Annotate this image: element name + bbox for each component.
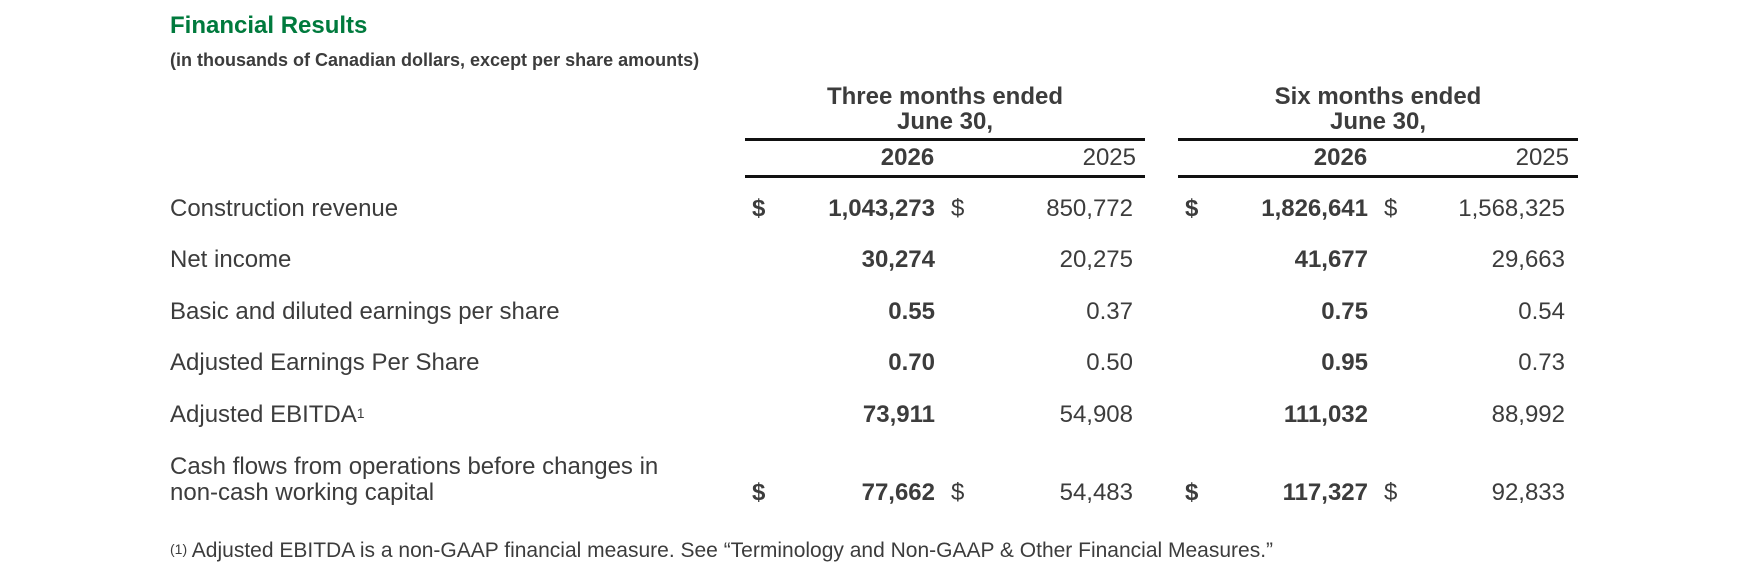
six-months-current-value: 111,032 <box>1283 401 1368 428</box>
three-months-prior-value: 20,275 <box>1059 246 1133 273</box>
footnote-marker: (1) <box>170 541 188 557</box>
six-months-bottom-rule <box>1178 175 1578 178</box>
currency-symbol: $ <box>1185 479 1199 506</box>
row-label-text: Adjusted EBITDA <box>170 401 357 428</box>
six-months-current-year: 2026 <box>1313 144 1368 171</box>
three-months-prior-value: 54,908 <box>1059 401 1133 428</box>
row-label-line2: non-cash working capital <box>170 479 435 506</box>
currency-symbol: $ <box>752 195 766 222</box>
row-label: Adjusted Earnings Per Share <box>170 349 480 376</box>
six-months-header-line2: June 30, <box>1329 108 1427 135</box>
currency-symbol: $ <box>951 479 965 506</box>
row-label-line1: Cash flows from operations before change… <box>170 453 659 480</box>
six-months-prior-value: 88,992 <box>1491 401 1565 428</box>
three-months-prior-value: 850,772 <box>1046 195 1133 222</box>
units-note: (in thousands of Canadian dollars, excep… <box>170 50 700 70</box>
currency-symbol: $ <box>1384 479 1398 506</box>
footnote-text: Adjusted EBITDA is a non-GAAP financial … <box>187 539 1274 562</box>
three-months-prior-value: 54,483 <box>1059 479 1133 506</box>
row-label: Adjusted EBITDA1 <box>170 402 365 428</box>
footnote: (1) Adjusted EBITDA is a non-GAAP financ… <box>170 539 1273 563</box>
currency-symbol: $ <box>951 195 965 222</box>
six-months-current-value: 0.75 <box>1321 298 1368 325</box>
three-months-prior-year: 2025 <box>1082 144 1136 171</box>
page-title: Financial Results <box>170 12 368 39</box>
three-months-current-value: 0.70 <box>888 349 935 376</box>
three-months-current-value: 77,662 <box>861 479 935 506</box>
six-months-current-value: 1,826,641 <box>1261 195 1368 222</box>
three-months-header: Three months ended June 30, <box>745 84 1145 134</box>
three-months-current-year: 2026 <box>880 144 935 171</box>
row-label: Construction revenue <box>170 195 399 222</box>
six-months-current-value: 0.95 <box>1321 349 1368 376</box>
three-months-current-value: 1,043,273 <box>828 195 935 222</box>
three-months-current-value: 0.55 <box>888 298 935 325</box>
row-label: Basic and diluted earnings per share <box>170 298 560 325</box>
six-months-top-rule <box>1178 138 1578 141</box>
three-months-prior-value: 0.37 <box>1086 298 1133 325</box>
six-months-current-value: 117,327 <box>1282 479 1368 506</box>
currency-symbol: $ <box>752 479 766 506</box>
row-label: Net income <box>170 246 292 273</box>
footnote-reference: 1 <box>356 405 365 421</box>
six-months-prior-value: 0.73 <box>1518 349 1565 376</box>
three-months-bottom-rule <box>745 175 1145 178</box>
six-months-header-line1: Six months ended <box>1274 83 1482 110</box>
currency-symbol: $ <box>1185 195 1199 222</box>
currency-symbol: $ <box>1384 195 1398 222</box>
six-months-prior-year: 2025 <box>1515 144 1569 171</box>
three-months-header-line1: Three months ended <box>826 83 1064 110</box>
three-months-current-value: 73,911 <box>862 401 935 428</box>
six-months-header: Six months ended June 30, <box>1178 84 1578 134</box>
three-months-prior-value: 0.50 <box>1086 349 1133 376</box>
six-months-current-value: 41,677 <box>1294 246 1368 273</box>
six-months-prior-value: 29,663 <box>1491 246 1565 273</box>
six-months-prior-value: 1,568,325 <box>1458 195 1565 222</box>
six-months-prior-value: 0.54 <box>1518 298 1565 325</box>
six-months-prior-value: 92,833 <box>1491 479 1565 506</box>
three-months-header-line2: June 30, <box>896 108 994 135</box>
row-label: Cash flows from operations before change… <box>170 454 658 506</box>
three-months-top-rule <box>745 138 1145 141</box>
three-months-current-value: 30,274 <box>861 246 935 273</box>
